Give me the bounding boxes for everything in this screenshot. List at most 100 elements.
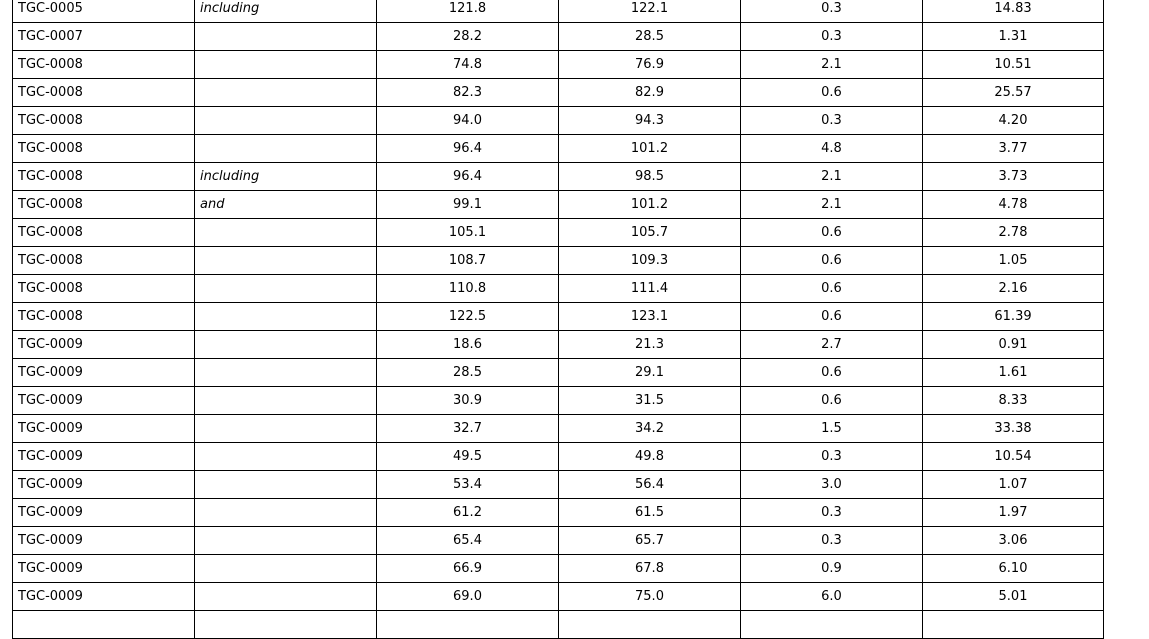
cell-hole-id: TGC-0008	[12, 162, 195, 191]
cell-from: 65.4	[376, 526, 559, 555]
cell-from: 28.5	[376, 358, 559, 387]
cell-note	[194, 358, 377, 387]
cell-grade: 3.06	[922, 526, 1104, 555]
cell-hole-id: TGC-0009	[12, 554, 195, 583]
cell-interval: 4.8	[740, 134, 923, 163]
cell-to: 67.8	[558, 554, 741, 583]
cell-grade: 1.61	[922, 358, 1104, 387]
cell-hole-id: TGC-0008	[12, 78, 195, 107]
cell-from: 121.8	[376, 0, 559, 23]
cell-to: 105.7	[558, 218, 741, 247]
cell-grade: 10.54	[922, 442, 1104, 471]
cell-from: 30.9	[376, 386, 559, 415]
cell-grade: 8.33	[922, 386, 1104, 415]
cell-to: 34.2	[558, 414, 741, 443]
cell-interval: 0.6	[740, 78, 923, 107]
table-row: TGC-0009 32.7 34.2 1.5 33.38	[12, 414, 1104, 443]
cell-note: and	[194, 190, 377, 219]
cell-hole-id: TGC-0009	[12, 470, 195, 499]
cell-to: 65.7	[558, 526, 741, 555]
cell-interval: 3.0	[740, 470, 923, 499]
cell-note	[194, 414, 377, 443]
cell-grade: 10.51	[922, 50, 1104, 79]
cell-to: 61.5	[558, 498, 741, 527]
cell-note	[194, 526, 377, 555]
cell-grade: 1.97	[922, 498, 1104, 527]
cell-from: 61.2	[376, 498, 559, 527]
cell-interval: 0.6	[740, 358, 923, 387]
table-row: TGC-0008 96.4 101.2 4.8 3.77	[12, 134, 1104, 163]
table-row: TGC-0009 49.5 49.8 0.3 10.54	[12, 442, 1104, 471]
table-row: TGC-0009 18.6 21.3 2.7 0.91	[12, 330, 1104, 359]
cell-hole-id: TGC-0009	[12, 526, 195, 555]
cell-from: 96.4	[376, 134, 559, 163]
cell-note	[194, 246, 377, 275]
cell-note	[194, 274, 377, 303]
cell-interval: 0.9	[740, 554, 923, 583]
cell-interval: 0.3	[740, 526, 923, 555]
cell-to: 56.4	[558, 470, 741, 499]
cell-to: 75.0	[558, 582, 741, 611]
cell-from: 96.4	[376, 162, 559, 191]
cell-hole-id: TGC-0008	[12, 190, 195, 219]
table-row: TGC-0008 108.7 109.3 0.6 1.05	[12, 246, 1104, 275]
cell-grade: 4.20	[922, 106, 1104, 135]
cell-note	[194, 78, 377, 107]
cell-grade: 14.83	[922, 0, 1104, 23]
cell-interval: 0.6	[740, 218, 923, 247]
cell-from: 28.2	[376, 22, 559, 51]
cell-interval: 0.3	[740, 106, 923, 135]
cell-from: 74.8	[376, 50, 559, 79]
cell-interval: 0.6	[740, 246, 923, 275]
cell-note	[194, 498, 377, 527]
table-row: TGC-0007 28.2 28.5 0.3 1.31	[12, 22, 1104, 51]
cell-to: 31.5	[558, 386, 741, 415]
cell-from: 82.3	[376, 78, 559, 107]
cell-interval: 1.5	[740, 414, 923, 443]
cell-hole-id: TGC-0008	[12, 218, 195, 247]
table-row: TGC-0009 30.9 31.5 0.6 8.33	[12, 386, 1104, 415]
cell-hole-id: TGC-0009	[12, 330, 195, 359]
table-row: TGC-0009 66.9 67.8 0.9 6.10	[12, 554, 1104, 583]
cell-grade: 6.10	[922, 554, 1104, 583]
cell-note	[194, 302, 377, 331]
cell-hole-id: TGC-0008	[12, 106, 195, 135]
cell-grade: 0.91	[922, 330, 1104, 359]
table-row: TGC-0008 110.8 111.4 0.6 2.16	[12, 274, 1104, 303]
cell-interval: 0.3	[740, 0, 923, 23]
table-row: TGC-0008 82.3 82.9 0.6 25.57	[12, 78, 1104, 107]
cell-grade: 3.73	[922, 162, 1104, 191]
cell-note	[194, 134, 377, 163]
cell-from: 69.0	[376, 582, 559, 611]
cell-to: 101.2	[558, 190, 741, 219]
cell-note	[194, 330, 377, 359]
cell-to: 76.9	[558, 50, 741, 79]
cell-grade: 2.16	[922, 274, 1104, 303]
table-row: TGC-0008 122.5 123.1 0.6 61.39	[12, 302, 1104, 331]
cell-to: 49.8	[558, 442, 741, 471]
cell-to: 101.2	[558, 134, 741, 163]
cell-from: 99.1	[376, 190, 559, 219]
cell-from: 105.1	[376, 218, 559, 247]
cell-interval: 2.1	[740, 162, 923, 191]
cell-note	[194, 442, 377, 471]
cell-grade: 4.78	[922, 190, 1104, 219]
table-row: TGC-0008 including 96.4 98.5 2.1 3.73	[12, 162, 1104, 191]
cell-from: 108.7	[376, 246, 559, 275]
cell-to: 123.1	[558, 302, 741, 331]
cell-note	[194, 554, 377, 583]
cell-interval: 0.6	[740, 302, 923, 331]
cell-hole-id: TGC-0008	[12, 302, 195, 331]
cell-to: 111.4	[558, 274, 741, 303]
cell-hole-id: TGC-0005	[12, 0, 195, 23]
cell-interval: 0.3	[740, 22, 923, 51]
cell-hole-id: TGC-0009	[12, 386, 195, 415]
cell-to: 21.3	[558, 330, 741, 359]
cell-hole-id: TGC-0009	[12, 442, 195, 471]
cell-hole-id: TGC-0008	[12, 134, 195, 163]
cell-from: 122.5	[376, 302, 559, 331]
cell-hole-id: TGC-0009	[12, 582, 195, 611]
table-row: TGC-0009 69.0 75.0 6.0 5.01	[12, 582, 1104, 611]
cell-note	[194, 22, 377, 51]
cell-note	[194, 106, 377, 135]
